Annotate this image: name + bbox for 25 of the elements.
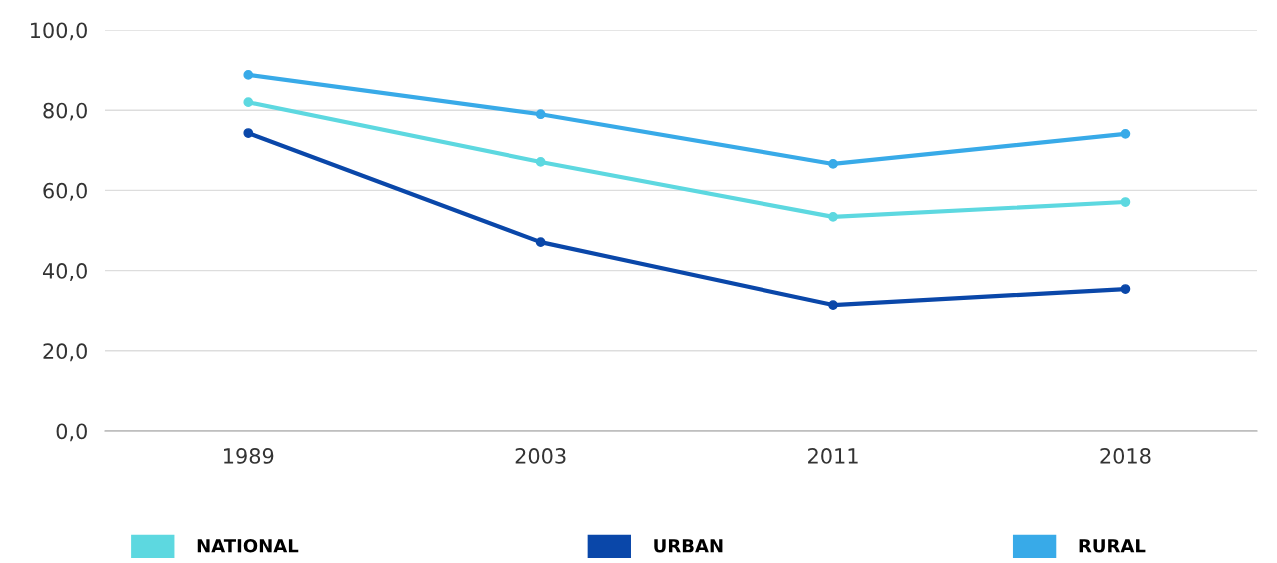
point (1120, 284, 1131, 294)
point (535, 109, 546, 120)
point (828, 159, 838, 169)
point (828, 300, 838, 310)
x-tick-label: 2018 (1100, 448, 1151, 464)
point (243, 70, 254, 80)
point (243, 97, 254, 108)
legend-label: RURAL (1079, 539, 1146, 553)
point (535, 157, 546, 167)
y-tick-label: 60,0 (43, 182, 87, 201)
x-tick-label: 2003 (515, 448, 566, 464)
y-tick-label: 100,0 (30, 22, 87, 41)
point (535, 237, 546, 247)
point (243, 128, 254, 138)
point (1120, 197, 1131, 207)
x-tick-label: 1989 (224, 448, 274, 464)
legend-label: URBAN (654, 539, 723, 553)
y-tick-label: 20,0 (43, 343, 87, 362)
legend-label: NATIONAL (197, 538, 299, 553)
y-tick-label: 0,0 (56, 423, 87, 442)
y-tick-label: 80,0 (43, 102, 87, 121)
y-tick-label: 40,0 (42, 263, 87, 281)
point (1120, 128, 1131, 139)
point (828, 212, 838, 222)
x-tick-label: 2011 (808, 448, 858, 464)
